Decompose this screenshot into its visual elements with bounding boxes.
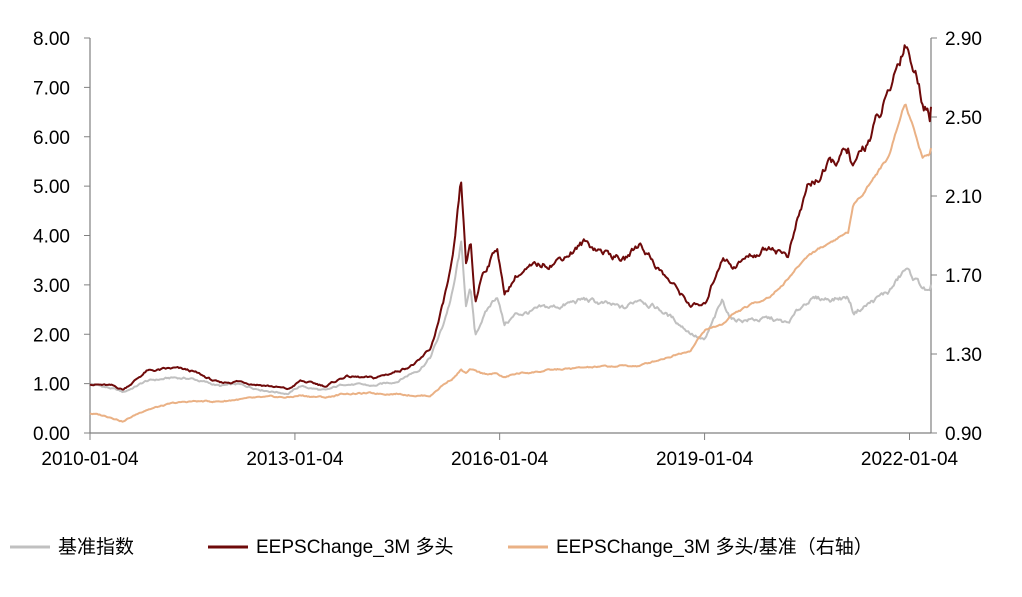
- axes: 0.00 1.00 2.00 3.00 4.00 5.00 6.00 7.00 8.00 0.90…: [33, 29, 982, 470]
- ratio-series-line: [89, 103, 932, 423]
- left-y-tick-label: 8.00: [33, 29, 70, 50]
- legend-label: 基准指数: [58, 536, 134, 558]
- legend-item-ratio: EEPSChange_3M 多头/基准（右轴）: [508, 536, 873, 558]
- legend-item-benchmark: 基准指数: [10, 536, 134, 558]
- legend-label: EEPSChange_3M 多头: [256, 536, 454, 558]
- left-y-tick-label: 3.00: [33, 276, 70, 297]
- legend-label: EEPSChange_3M 多头/基准（右轴）: [556, 536, 873, 558]
- series-lines: [89, 44, 932, 423]
- left-y-tick-label: 0.00: [33, 424, 70, 445]
- x-tick-label: 2016-01-04: [451, 449, 549, 470]
- x-tick-label: 2013-01-04: [246, 449, 344, 470]
- left-y-tick-label: 4.00: [33, 227, 70, 248]
- right-y-tick-label: 2.10: [945, 187, 982, 208]
- left-y-tick-label: 7.00: [33, 78, 70, 99]
- left-y-tick-label: 1.00: [33, 375, 70, 396]
- right-y-tick-label: 2.50: [945, 108, 982, 129]
- x-tick-label: 2019-01-04: [656, 449, 754, 470]
- right-y-tick-label: 1.70: [945, 266, 982, 287]
- left-y-tick-label: 2.00: [33, 325, 70, 346]
- right-y-tick-label: 1.30: [945, 345, 982, 366]
- long-series-line: [89, 44, 932, 391]
- legend-item-long: EEPSChange_3M 多头: [208, 536, 454, 558]
- benchmark-series-line: [89, 240, 932, 396]
- right-y-tick-label: 0.90: [945, 424, 982, 445]
- left-y-tick-label: 5.00: [33, 177, 70, 198]
- left-y-tick-label: 6.00: [33, 128, 70, 149]
- right-y-tick-label: 2.90: [945, 29, 982, 50]
- legend: 基准指数 EEPSChange_3M 多头 EEPSChange_3M 多头/基准（…: [10, 536, 873, 558]
- x-tick-label: 2022-01-04: [861, 449, 959, 470]
- x-tick-label: 2010-01-04: [41, 449, 139, 470]
